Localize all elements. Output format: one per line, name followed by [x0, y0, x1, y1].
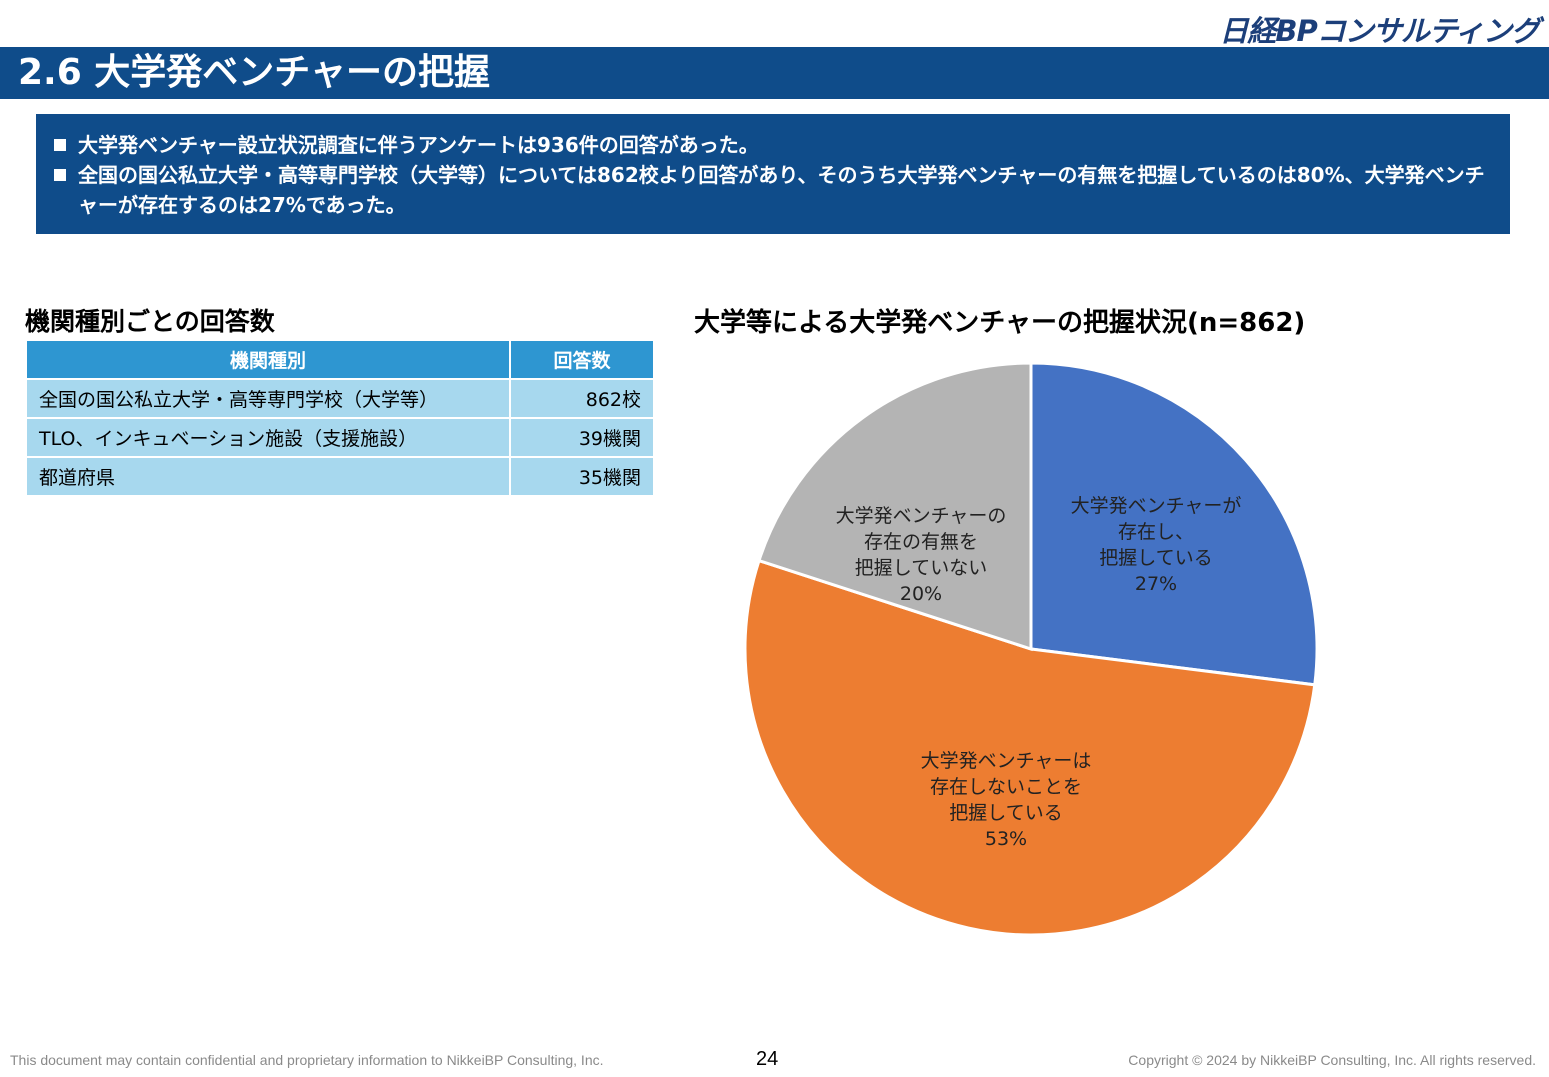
confidentiality-notice: This document may contain confidential a… — [10, 1052, 604, 1068]
pie-slice — [743, 558, 1317, 937]
institution-table: 機関種別 回答数 全国の国公私立大学・高等専門学校（大学等） 862校 TLO、… — [25, 339, 655, 497]
table-header-row: 機関種別 回答数 — [25, 339, 655, 380]
table-row: 都道府県 35機関 — [25, 456, 655, 497]
institution-type-cell: TLO、インキュベーション施設（支援施設） — [25, 417, 511, 458]
copyright-notice: Copyright © 2024 by NikkeiBP Consulting,… — [1128, 1052, 1536, 1068]
pie-slice-label: 大学発ベンチャーの存在の有無を把握していない 20% — [836, 505, 1007, 605]
company-logo: 日経BPコンサルティング — [1219, 14, 1540, 48]
pie-slice-label: 大学発ベンチャーは存在しないことを把握している 53% — [921, 750, 1092, 850]
page-title: 2.6 大学発ベンチャーの把握 — [18, 52, 490, 93]
summary-box: 大学発ベンチャー設立状況調査に伴うアンケートは936件の回答があった。 全国の国… — [36, 114, 1510, 234]
response-count-cell: 39機関 — [509, 417, 655, 458]
summary-item: 大学発ベンチャー設立状況調査に伴うアンケートは936件の回答があった。 — [54, 130, 1490, 160]
column-header-type: 機関種別 — [25, 339, 511, 380]
title-bar: 2.6 大学発ベンチャーの把握 — [0, 47, 1549, 99]
table-row: TLO、インキュベーション施設（支援施設） 39機関 — [25, 417, 655, 458]
page-number: 24 — [756, 1048, 779, 1070]
summary-list: 大学発ベンチャー設立状況調査に伴うアンケートは936件の回答があった。 全国の国… — [54, 130, 1490, 220]
response-count-cell: 35機関 — [509, 456, 655, 497]
column-header-count: 回答数 — [509, 339, 655, 380]
pie-slice-label: 大学発ベンチャーが存在し、把握している 27% — [1071, 495, 1242, 595]
response-count-cell: 862校 — [509, 378, 655, 419]
institution-type-cell: 全国の国公私立大学・高等専門学校（大学等） — [25, 378, 511, 419]
institution-type-cell: 都道府県 — [25, 456, 511, 497]
table-title: 機関種別ごとの回答数 — [25, 307, 275, 336]
pie-chart: 大学発ベンチャーが存在し、把握している 27% 大学発ベンチャーは存在しないことを把… — [743, 361, 1319, 937]
pie-slice — [1029, 361, 1319, 687]
chart-title: 大学等による大学発ベンチャーの把握状況(n=862) — [694, 308, 1306, 338]
summary-item: 全国の国公私立大学・高等専門学校（大学等）については862校より回答があり、その… — [54, 160, 1490, 220]
table-row: 全国の国公私立大学・高等専門学校（大学等） 862校 — [25, 378, 655, 419]
pie-slice — [757, 361, 1033, 652]
